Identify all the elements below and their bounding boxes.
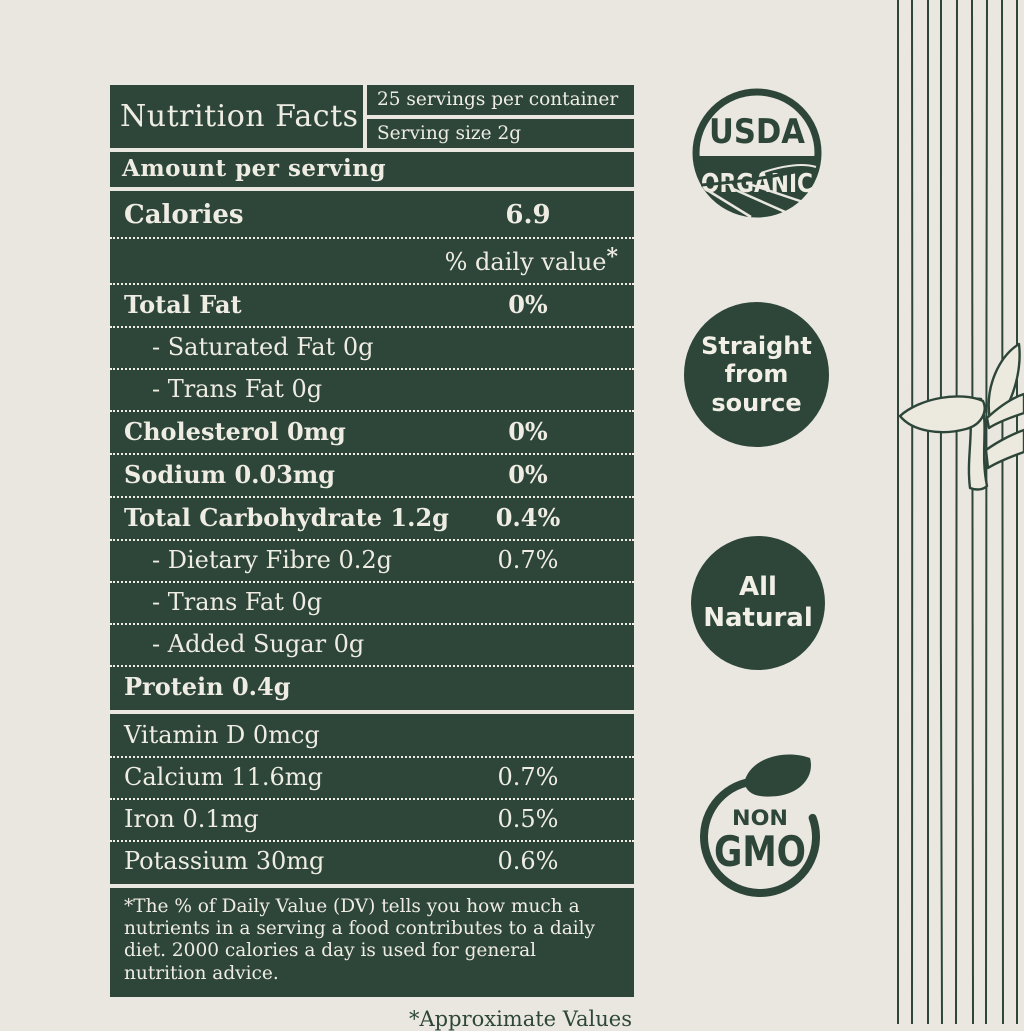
table-row: Total Carbohydrate 1.2g 0.4% — [110, 498, 634, 541]
nutrient-value: 0.7% — [497, 763, 559, 791]
approximate-values-note: *Approximate Values — [409, 1006, 632, 1031]
leaf-icon — [744, 754, 811, 797]
daily-value-asterisk: * — [606, 244, 618, 270]
nutrient-name: Vitamin D 0mcg — [124, 721, 320, 749]
straight-from-source-badge: Straight from source — [684, 302, 829, 447]
daily-value-header-row: % daily value* — [110, 239, 634, 285]
table-row: Cholesterol 0mg 0% — [110, 412, 634, 455]
calories-label: Calories — [124, 200, 244, 230]
nutrient-name: Cholesterol 0mg — [124, 417, 346, 446]
nutrient-name: Potassium 30mg — [124, 847, 325, 875]
pinstripes-decoration — [896, 0, 1024, 1024]
open-circle-arc — [700, 777, 820, 897]
field-furrow-lines-icon — [706, 164, 817, 219]
table-row: - Added Sugar 0g — [110, 625, 634, 667]
nutrient-name: Total Carbohydrate 1.2g — [124, 503, 449, 532]
daily-value-header: % daily value — [444, 248, 607, 276]
calories-value: 6.9 — [505, 200, 551, 230]
nutrient-value: 0% — [508, 460, 548, 489]
nutrient-name: - Dietary Fibre 0.2g — [152, 546, 392, 574]
servings-per-container: 25 servings per container — [367, 85, 634, 115]
nutrient-name: - Saturated Fat 0g — [152, 333, 374, 361]
badge-line: from — [724, 360, 789, 389]
badge-lower-half — [696, 156, 818, 214]
nutrient-name: Iron 0.1mg — [124, 805, 259, 833]
nutrient-name: - Trans Fat 0g — [152, 375, 323, 403]
label-header: Nutrition Facts 25 servings per containe… — [110, 85, 634, 148]
table-row: Vitamin D 0mcg — [110, 716, 634, 758]
badge-line: Straight — [701, 332, 812, 361]
nutrient-name: Calcium 11.6mg — [124, 763, 323, 791]
calories-row: Calories 6.9 — [110, 193, 634, 239]
table-row: Total Fat 0% — [110, 285, 634, 328]
vitamins-table: Vitamin D 0mcg Calcium 11.6mg 0.7% Iron … — [110, 714, 634, 884]
table-row: - Trans Fat 0g — [110, 583, 634, 625]
badge-line: source — [711, 388, 802, 417]
nutrition-facts-label: Nutrition Facts 25 servings per containe… — [110, 85, 634, 1031]
table-row: Protein 0.4g — [110, 667, 634, 708]
nutrient-value: 0.5% — [497, 805, 559, 833]
pinstripe-lines — [896, 0, 1019, 1024]
table-row: Sodium 0.03mg 0% — [110, 455, 634, 498]
nutrient-name: Sodium 0.03mg — [124, 460, 336, 489]
table-row: Iron 0.1mg 0.5% — [110, 800, 634, 842]
label-title: Nutrition Facts — [110, 85, 363, 148]
nutrient-value: 0.4% — [495, 503, 561, 532]
daily-value-footnote: *The % of Daily Value (DV) tells you how… — [110, 888, 634, 997]
serving-info: 25 servings per container Serving size 2… — [367, 85, 634, 148]
serving-size: Serving size 2g — [367, 118, 634, 148]
nutrient-value: 0.6% — [497, 847, 559, 875]
nutrient-name: Protein 0.4g — [124, 672, 291, 701]
table-row: - Trans Fat 0g — [110, 370, 634, 412]
nutrient-name: - Added Sugar 0g — [152, 630, 365, 658]
main-nutrition-table: Calories 6.9 % daily value* Total Fat 0%… — [110, 191, 634, 710]
nutrient-name: - Trans Fat 0g — [152, 588, 323, 616]
usda-organic-badge: USDA ORGANIC — [692, 88, 822, 219]
table-row: - Dietary Fibre 0.2g 0.7% — [110, 541, 634, 583]
strike-line — [700, 165, 817, 187]
amount-per-serving-bar: Amount per serving — [110, 152, 634, 187]
nutrient-value: 0% — [508, 290, 548, 319]
non-gmo-badge: NON GMO — [700, 754, 820, 897]
table-row: Calcium 11.6mg 0.7% — [110, 758, 634, 800]
gmo-text: GMO — [714, 827, 806, 876]
nutrient-name: Total Fat — [124, 290, 242, 319]
badge-line: Natural — [703, 603, 813, 633]
nutrient-value: 0.7% — [497, 546, 559, 574]
badge-line: All — [739, 572, 777, 603]
table-row: - Saturated Fat 0g — [110, 328, 634, 370]
table-row: Potassium 30mg 0.6% — [110, 842, 634, 882]
all-natural-badge: All Natural — [691, 536, 825, 670]
nutrient-value: 0% — [508, 417, 548, 446]
usda-text: USDA — [709, 112, 806, 152]
wheat-illustration — [898, 342, 1024, 491]
non-text: NON — [732, 806, 788, 830]
